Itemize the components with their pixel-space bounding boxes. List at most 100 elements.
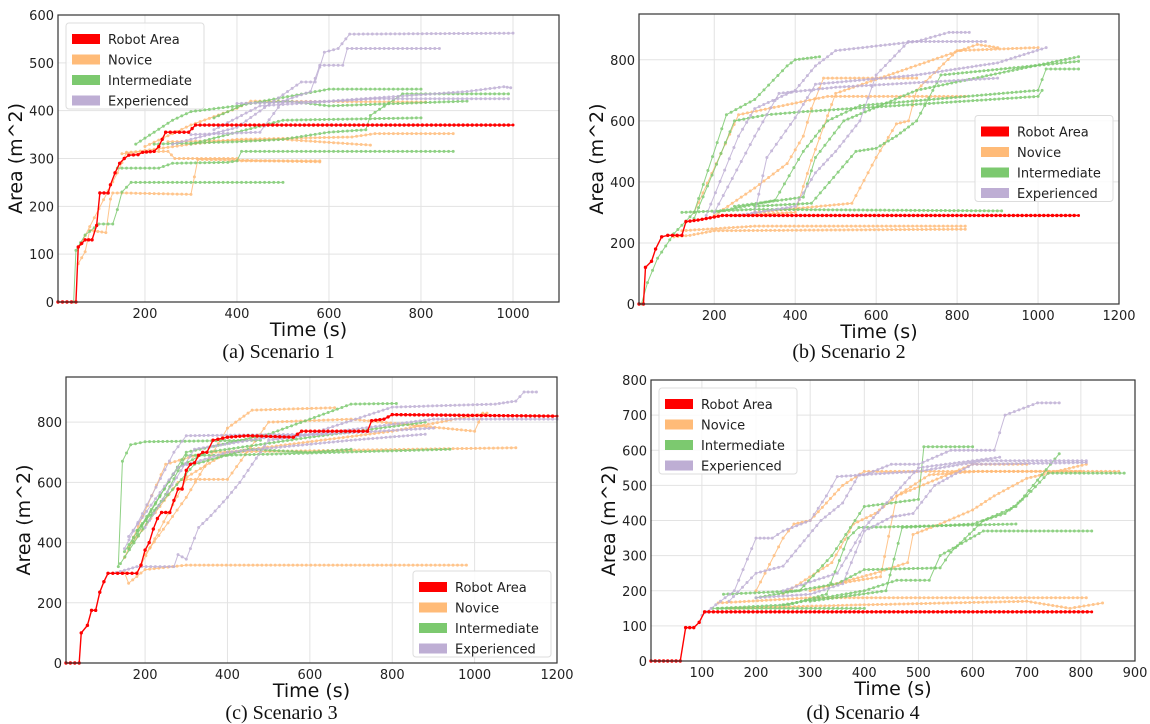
data-point [1040,401,1044,405]
data-point [127,567,131,571]
data-point [844,474,848,478]
data-point [190,126,194,131]
data-point [491,446,495,450]
data-point [962,448,966,452]
data-point [437,132,441,136]
data-point [413,425,417,429]
data-point [889,462,893,466]
data-point [901,100,905,104]
data-point [988,448,992,452]
data-point [688,215,692,219]
data-point [287,563,291,567]
data-point [906,92,910,96]
data-point [405,116,409,120]
data-point [393,435,397,439]
data-point [929,467,933,471]
data-point [201,439,205,443]
data-point [966,39,970,43]
data-point [790,228,794,232]
data-point [368,149,372,153]
data-point [846,228,850,232]
data-point [1020,529,1024,533]
data-point [778,606,782,610]
data-point [469,446,473,450]
data-point [808,519,812,522]
data-point [368,46,372,50]
data-point [982,209,986,213]
data-point [777,565,781,569]
data-point [431,417,435,421]
data-point [862,504,866,508]
data-point [656,256,660,260]
data-point [327,63,331,67]
data-point [927,610,931,614]
data-point [309,563,313,567]
data-point [803,213,807,218]
data-point [733,213,738,218]
data-point [902,94,906,98]
data-point [806,534,810,538]
data-point [774,112,778,116]
data-point [358,563,362,567]
data-point [953,523,957,527]
data-point [283,452,287,456]
data-point [352,429,357,433]
data-point [758,536,762,540]
data-point [649,259,654,263]
data-point [412,448,416,452]
data-point [260,563,264,567]
data-point [373,149,377,153]
data-point [970,65,974,69]
data-point [506,97,510,101]
data-point [268,408,272,412]
data-point [971,44,975,48]
y-axis-label: Area (m^2) [13,464,35,575]
data-point [977,531,981,535]
data-point [893,97,897,101]
data-point [180,564,184,568]
data-point [915,76,919,80]
data-point [1012,66,1016,70]
data-point [364,433,368,437]
data-point [902,44,906,48]
data-point [820,505,824,509]
data-point [737,606,741,610]
data-point [911,224,915,228]
data-point [201,450,205,454]
data-point [949,610,953,614]
data-point [835,208,839,212]
data-point [524,414,528,418]
data-point [212,116,216,120]
data-point [980,610,984,614]
data-point [915,602,919,606]
data-point [1077,213,1081,217]
data-point [730,229,734,233]
data-point [910,73,914,77]
data-point [452,413,457,417]
data-point [425,32,429,36]
data-point [989,73,993,77]
data-point [834,553,838,557]
data-point [824,592,828,596]
data-point [1003,413,1007,417]
data-point [350,129,354,133]
data-point [874,472,878,476]
data-point [172,472,176,476]
data-point [176,487,180,491]
data-point [1005,596,1009,600]
data-point [704,213,708,217]
data-point [1034,64,1038,68]
data-point [248,123,252,127]
data-point [227,442,231,446]
data-point [442,149,446,153]
legend-swatch [419,643,447,654]
data-point [879,68,883,72]
data-point [189,449,193,453]
data-point [966,522,970,526]
data-point [341,87,345,91]
data-point [871,603,875,607]
data-point [401,101,405,105]
data-point [387,46,391,50]
data-point [381,408,385,412]
data-point [353,438,357,442]
